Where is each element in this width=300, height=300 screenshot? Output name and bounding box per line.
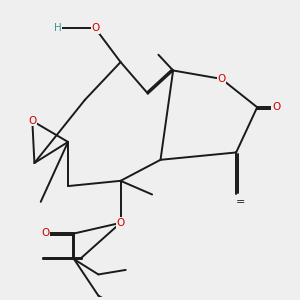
Text: H: H [54, 23, 61, 34]
Text: O: O [272, 102, 280, 112]
Text: O: O [28, 116, 36, 126]
Text: O: O [217, 74, 226, 84]
Text: O: O [116, 218, 125, 228]
Text: O: O [91, 23, 100, 34]
Text: =: = [236, 197, 245, 207]
Text: O: O [41, 229, 50, 238]
